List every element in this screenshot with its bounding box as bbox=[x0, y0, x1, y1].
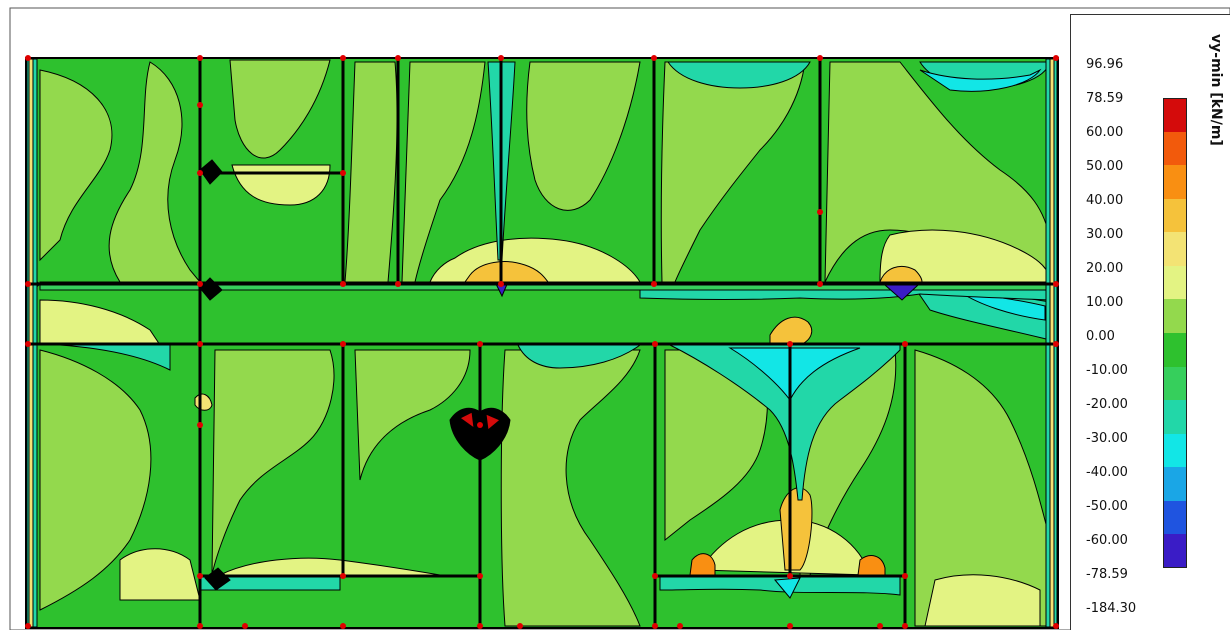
legend-label: 20.00 bbox=[1086, 261, 1124, 276]
legend-label: -50.00 bbox=[1086, 499, 1128, 514]
contour-band-cyan bbox=[39, 61, 1051, 596]
legend-label: -184.30 bbox=[1086, 601, 1137, 616]
node-points bbox=[25, 55, 1059, 629]
slab-contour-map bbox=[25, 55, 1059, 629]
legend-swatch bbox=[1163, 366, 1186, 401]
legend-swatch bbox=[1163, 400, 1186, 435]
legend-swatch bbox=[1163, 265, 1186, 300]
legend-panel bbox=[1070, 14, 1230, 630]
legend-swatch bbox=[1163, 232, 1186, 267]
legend-label: 96.96 bbox=[1086, 57, 1124, 72]
legend-label: 60.00 bbox=[1086, 125, 1124, 140]
legend-label: -60.00 bbox=[1086, 533, 1128, 548]
legend-swatch bbox=[1163, 131, 1186, 166]
legend-title: vy-min [kN/m] bbox=[1208, 34, 1224, 146]
legend-label: 30.00 bbox=[1086, 227, 1124, 242]
legend-label: -40.00 bbox=[1086, 465, 1128, 480]
legend-label: -30.00 bbox=[1086, 431, 1128, 446]
legend-label: 78.59 bbox=[1086, 91, 1124, 106]
legend-label: -20.00 bbox=[1086, 397, 1128, 412]
legend-label: -78.59 bbox=[1086, 567, 1128, 582]
legend-swatch bbox=[1163, 98, 1186, 133]
legend-label: 50.00 bbox=[1086, 159, 1124, 174]
legend-swatch bbox=[1163, 534, 1186, 569]
legend-swatch bbox=[1163, 198, 1186, 233]
legend-label: 0.00 bbox=[1086, 329, 1115, 344]
legend-swatch bbox=[1163, 165, 1186, 200]
legend-label: 10.00 bbox=[1086, 295, 1124, 310]
legend-swatch bbox=[1163, 333, 1186, 368]
legend-label: -10.00 bbox=[1086, 363, 1128, 378]
legend-swatch bbox=[1163, 433, 1186, 468]
legend-swatch bbox=[1163, 299, 1186, 334]
legend-swatch bbox=[1163, 500, 1186, 535]
legend-label: 40.00 bbox=[1086, 193, 1124, 208]
legend-swatch bbox=[1163, 467, 1186, 502]
